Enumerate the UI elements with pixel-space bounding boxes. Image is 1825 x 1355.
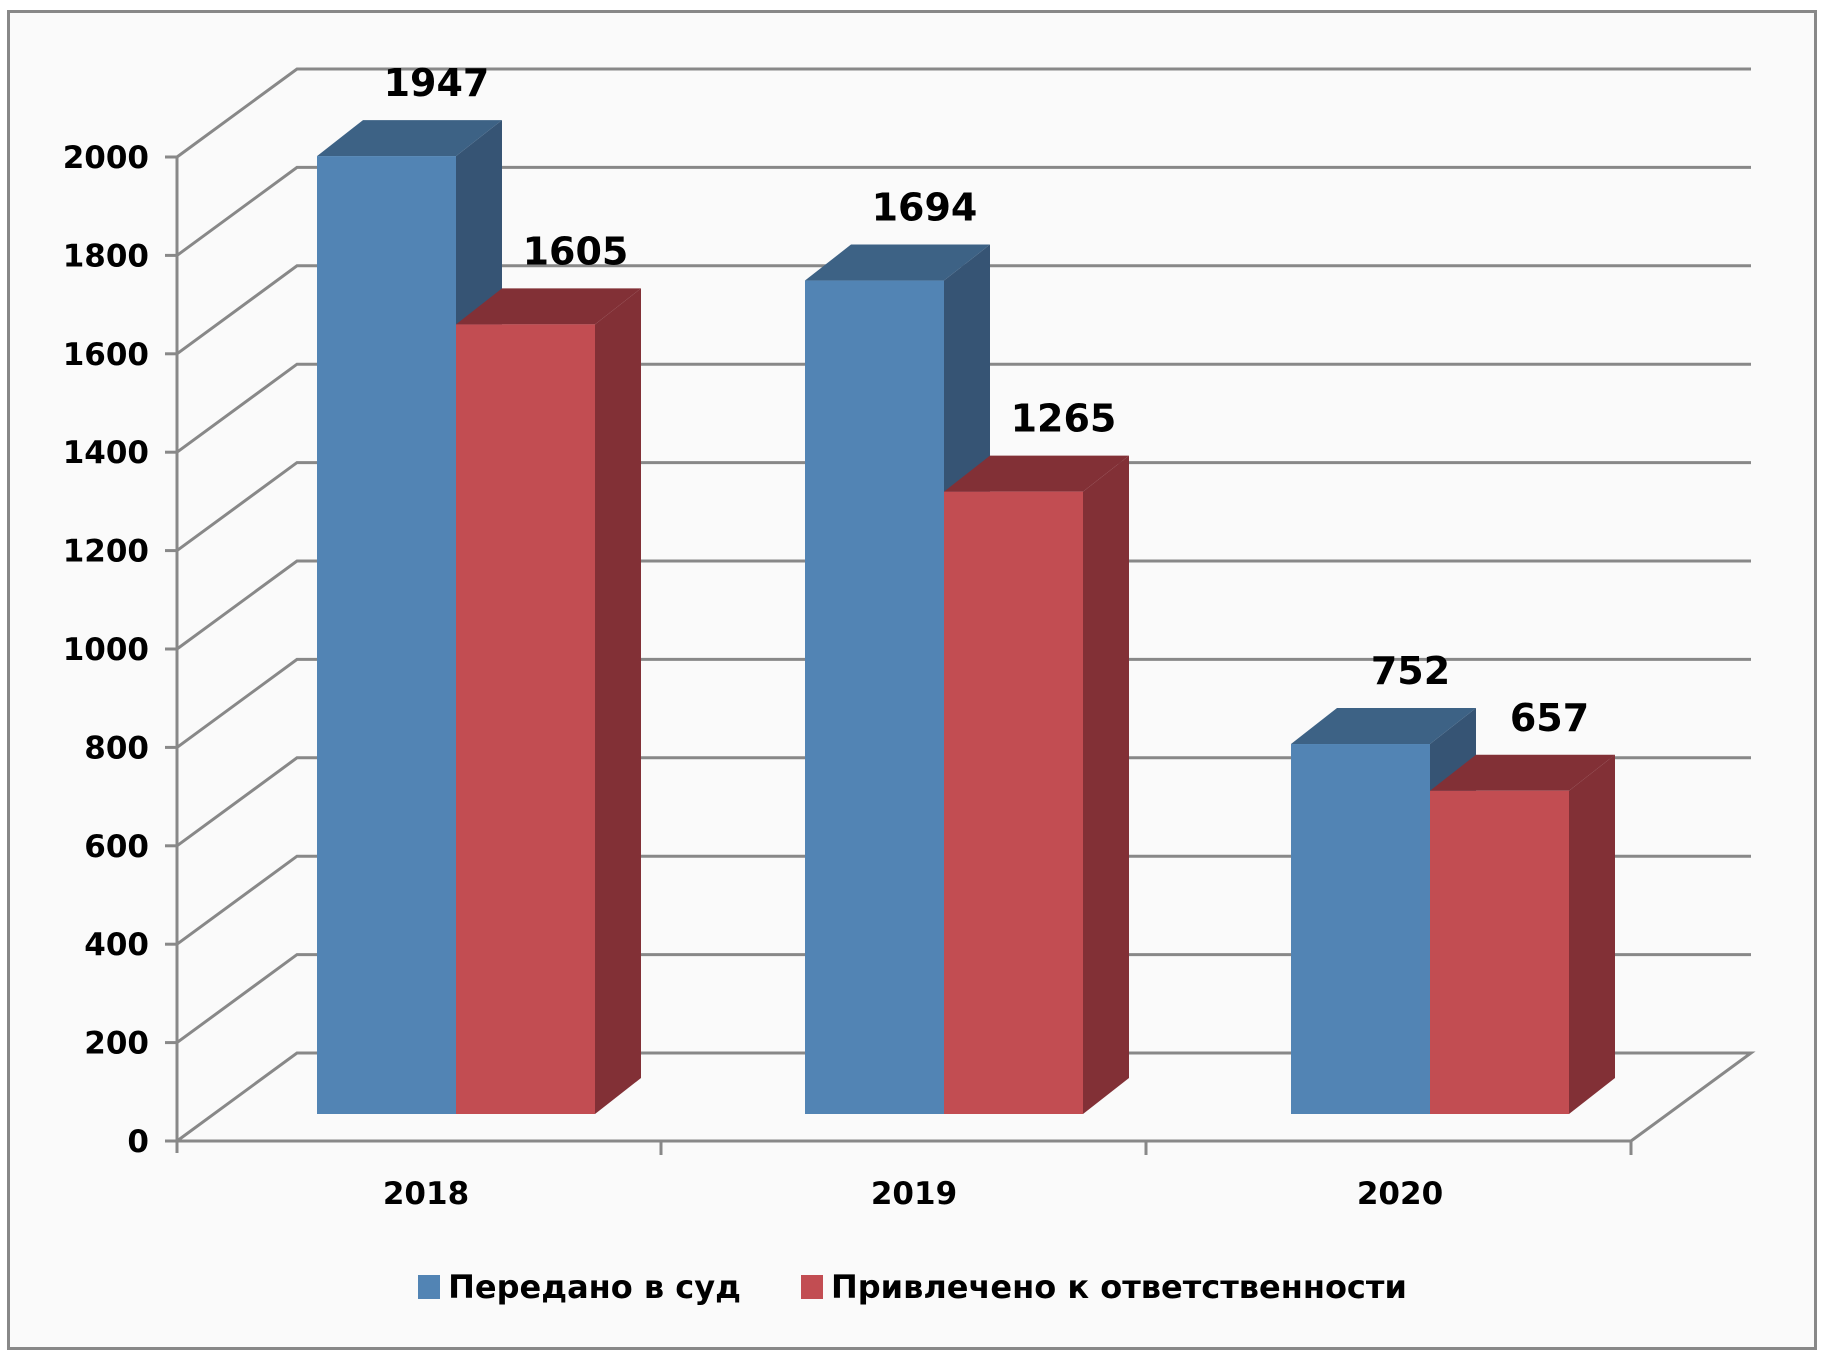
gridline — [176, 953, 1751, 1044]
legend-item-transferred-to-court: Передано в суд — [418, 1268, 741, 1306]
gridline — [176, 461, 1751, 552]
bar-front-face — [1291, 744, 1430, 1114]
legend-item-held-liable: Привлечено к ответственности — [800, 1268, 1407, 1306]
y-tick-label: 600 — [84, 829, 149, 865]
gridline — [176, 362, 1751, 454]
y-tick-label: 1600 — [63, 337, 149, 373]
data-label: 752 — [1371, 649, 1450, 693]
bar-front-face — [317, 156, 456, 1115]
gridline — [176, 559, 1751, 651]
x-category-label: 2020 — [1357, 1176, 1443, 1212]
bar-top-face — [1291, 708, 1476, 745]
gridline — [176, 756, 1751, 848]
bar-top-face — [805, 244, 990, 281]
y-tick-label: 800 — [84, 730, 149, 766]
bar-front-face — [456, 324, 595, 1115]
bar-front-face — [805, 280, 944, 1114]
x-category-label: 2018 — [383, 1176, 469, 1212]
gridline — [176, 854, 1751, 946]
bar-top-face — [944, 455, 1129, 492]
legend-swatch-blue — [418, 1275, 441, 1299]
legend-label: Привлечено к ответственности — [830, 1268, 1407, 1306]
bar-top-face — [456, 288, 641, 325]
y-tick-label: 0 — [127, 1124, 149, 1160]
bar-side-face — [1083, 455, 1129, 1114]
y-tick-label: 200 — [84, 1026, 149, 1062]
data-label: 1265 — [1011, 397, 1117, 441]
bar-front-face — [944, 491, 1083, 1114]
y-tick-label: 2000 — [63, 140, 149, 176]
y-tick-label: 1400 — [63, 435, 149, 471]
y-tick-label: 1800 — [63, 238, 149, 274]
data-label: 657 — [1510, 696, 1589, 740]
bar-top-face — [1430, 754, 1615, 791]
gridline — [176, 165, 1751, 257]
data-label: 1605 — [523, 229, 629, 273]
bar-front-face — [1430, 790, 1569, 1114]
bar-side-face — [1569, 754, 1615, 1114]
y-tick-label: 1000 — [63, 632, 149, 668]
gridline — [176, 264, 1751, 356]
bar-top-face — [317, 120, 502, 157]
legend-label: Передано в суд — [448, 1268, 741, 1306]
y-tick-label: 400 — [84, 927, 149, 963]
bar-side-face — [595, 288, 641, 1115]
y-tick-label: 1200 — [63, 534, 149, 570]
x-category-label: 2019 — [871, 1176, 957, 1212]
data-label: 1694 — [872, 186, 978, 230]
legend: Передано в суд Привлечено к ответственно… — [0, 1268, 1825, 1306]
gridline — [176, 657, 1751, 749]
data-label: 1947 — [384, 61, 490, 105]
gridline — [176, 67, 1751, 159]
legend-swatch-red — [800, 1275, 823, 1299]
